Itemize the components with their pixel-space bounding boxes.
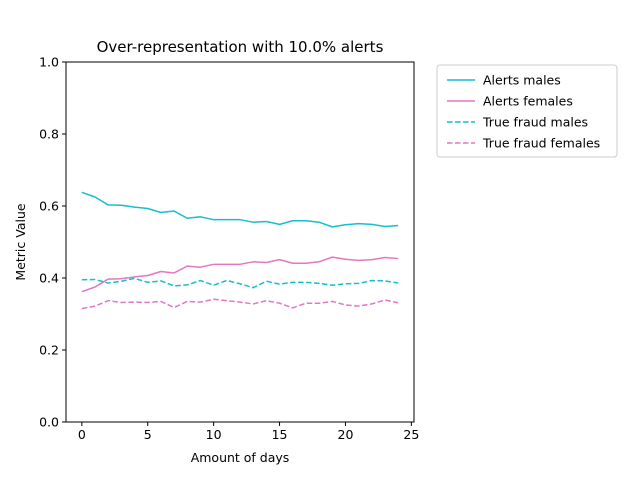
series-line-alerts-males bbox=[81, 191, 399, 228]
y-tick-label: 0.8 bbox=[39, 127, 59, 142]
legend-label: Alerts males bbox=[483, 73, 561, 88]
chart-title: Over-representation with 10.0% alerts bbox=[97, 38, 384, 56]
x-axis-label: Amount of days bbox=[191, 450, 290, 465]
y-tick-label: 0.0 bbox=[39, 415, 59, 430]
series-line-true-fraud-females bbox=[81, 298, 399, 310]
y-axis-label: Metric Value bbox=[13, 203, 28, 280]
x-tick-label: 25 bbox=[403, 427, 419, 442]
y-tick-label: 0.2 bbox=[39, 343, 59, 358]
series-line-true-fraud-males bbox=[81, 277, 399, 289]
x-axis: 0 5 10 15 20 25 bbox=[78, 422, 419, 442]
legend-label: True fraud males bbox=[482, 115, 588, 130]
legend-label: Alerts females bbox=[483, 94, 573, 109]
x-tick-label: 0 bbox=[78, 427, 86, 442]
x-tick-label: 20 bbox=[338, 427, 354, 442]
legend-label: True fraud females bbox=[482, 136, 600, 151]
y-tick-label: 0.4 bbox=[39, 271, 59, 286]
y-tick-label: 0.6 bbox=[39, 199, 59, 214]
y-tick-label: 1.0 bbox=[39, 55, 59, 70]
x-tick-label: 5 bbox=[144, 427, 152, 442]
series-line-alerts-females bbox=[81, 256, 399, 293]
plot-area-frame bbox=[65, 61, 415, 423]
x-tick-label: 15 bbox=[272, 427, 288, 442]
legend-box bbox=[436, 64, 618, 158]
x-tick-label: 10 bbox=[206, 427, 222, 442]
y-axis: 0.0 0.2 0.4 0.6 0.8 1.0 bbox=[39, 55, 66, 430]
series-layer bbox=[81, 191, 399, 310]
legend: Alerts males Alerts females True fraud mal… bbox=[436, 64, 618, 158]
